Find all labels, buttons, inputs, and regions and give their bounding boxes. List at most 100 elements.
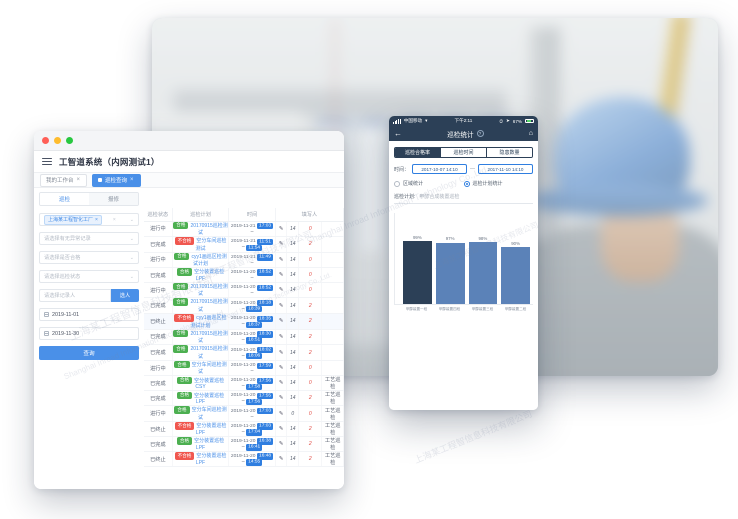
table-row[interactable]: 已终止 不合格 空分装置巡检LPF 2019-11-20 16:48 – 14:55 ✎… [144,451,344,468]
table-row[interactable]: 进行中 合格 cyy1画巡区检测试计划 2019-11-21 11:49 – ✎ 14 0 [144,252,344,269]
tab-pass-rate[interactable]: 巡检合格率 [395,148,441,157]
cell-plan[interactable]: 合格 空分装置巡检LPF [172,436,230,453]
cell-plan[interactable]: 合格 20170915巡检测试 [172,329,230,346]
question-mark-icon[interactable]: ? [476,130,484,137]
phone-plan-select[interactable]: 巡检计划: 甲醇合成装置巡检 [394,193,533,204]
table-row[interactable]: 已完成 合格 20170915巡检测试 2019-11-20 18:30 – 18:5… [144,329,344,346]
plan-link[interactable]: 空分车间巡检测试 [191,362,227,376]
qualified-select[interactable]: 请选择是否合格 ⌄ [39,251,139,264]
cell-plan[interactable]: 合格 空分车间巡检测试 [172,360,230,377]
phone-end-date[interactable]: 2017-11-10 14:10 [478,164,534,174]
segment-repair[interactable]: 报修 [89,193,138,205]
plan-link[interactable]: 空分车间巡检测试 [191,407,227,422]
table-row[interactable]: 已终止 不合格 空分装置巡检LPF 2019-11-20 17:03 – 17:04 ✎… [144,421,344,438]
table-row[interactable]: 已完成 合格 空分装置巡检CSY 2019-11-20 17:56 – 17:58 ✎ 1… [144,375,344,392]
table-row[interactable]: 进行中 合格 空分车间巡检测试 2019-11-20 17:03 – ✎ 0 0 工艺巡检 [144,405,344,423]
plan-link[interactable]: 空分装置巡检LPF [195,423,227,436]
table-row[interactable]: 已完成 合格 20170915巡检测试 2019-11-20 18:18 – 18:3… [144,297,344,315]
pick-person-button[interactable]: 选人 [111,289,139,302]
table-row[interactable]: 已终止 不合格 cyy1画巡区检测试计划 2019-11-20 18:35 – 18:… [144,313,344,330]
start-date-input[interactable]: 2019-11-01 [39,308,139,321]
home-icon[interactable]: ⌂ [528,130,533,137]
plan-link[interactable]: 20170915巡检测试 [190,346,228,360]
cell-status: 进行中 [144,252,173,269]
radio-area-stats[interactable]: 区域统计 [394,180,464,187]
back-arrow-icon[interactable]: ← [394,129,402,138]
abnormal-select[interactable]: 请选择有无异常记录 ⌄ [39,232,139,245]
chevron-down-icon[interactable]: ⌄ [129,216,134,223]
org-select[interactable]: 上海某工程智化工厂 × × ⌄ [39,213,139,226]
end-date-input[interactable]: 2019-11-30 [39,327,139,340]
plan-link[interactable]: 空分装置巡检LPF [194,438,225,451]
radio-icon [394,180,400,187]
chevron-down-icon[interactable]: ⌄ [129,235,134,242]
plan-link[interactable]: 20170915巡检测试 [190,330,228,345]
column-header-time[interactable]: 时间 [228,208,276,222]
column-header-status[interactable]: 巡检状态 [144,208,173,222]
query-button[interactable]: 查询 [39,346,139,360]
cell-plan[interactable]: 合格 空分装置巡检LPF [172,267,230,283]
recorder-input[interactable]: 请选择记录人 [39,289,111,302]
cell-plan[interactable]: 合格 cyy1画巡区检测试计划 [172,252,230,269]
minimize-window-button[interactable] [54,137,61,144]
recorder-row: 请选择记录人 选人 [39,289,139,302]
plan-link[interactable]: 空分装置巡检LPF [195,453,227,466]
cell-plan[interactable]: 不合格 cyy1画巡区检测试计划 [172,313,230,330]
cell-time: 2019-11-20 18:35 – 18:37 [228,313,276,330]
hamburger-menu-icon[interactable] [42,157,52,166]
plan-link[interactable]: 20170915巡检测试 [190,299,228,314]
tab-hazard-count[interactable]: 隐患数量 [487,148,532,157]
results-table-wrapper[interactable]: 巡检状态 巡检计划 时间 填写人 进行中 合格 20170915巡检测试 2019-1… [144,188,344,489]
cell-plan[interactable]: 合格 空分装置巡检LPF [172,390,230,407]
tab-chip-workbench[interactable]: 我的工作台 × [40,173,88,187]
table-row[interactable]: 已完成 合格 空分装置巡检LPF 2019-11-20 16:38 – 16:41 ✎ 1… [144,436,344,453]
cell-plan[interactable]: 不合格 空分车间巡检测试 [172,236,230,253]
table-row[interactable]: 已完成 合格 空分装置巡检LPF 2019-11-20 18:52 – ✎ 14 0 [144,267,344,283]
clear-icon[interactable]: × [112,216,116,223]
cell-plan[interactable]: 合格 20170915巡检测试 [172,344,230,361]
cell-type: 工艺巡检 [321,451,344,468]
plan-link[interactable]: cyy1画巡区检测试计划 [190,315,227,329]
cell-plan[interactable]: 合格 空分车间巡检测试 [172,405,230,423]
plan-link[interactable]: 20170915巡检测试 [190,284,228,298]
cell-count-1: 14 [286,390,300,407]
plan-link[interactable]: 空分车间巡检测试 [195,238,227,252]
cell-plan[interactable]: 合格 20170915巡检测试 [172,282,230,299]
tab-chip-inspection-query[interactable]: 巡检查询 × [92,173,141,187]
cell-plan[interactable]: 合格 20170915巡检测试 [172,221,230,238]
radio-plan-stats[interactable]: 巡检计划统计 [463,180,534,187]
close-icon[interactable]: × [130,177,134,183]
column-header-plan[interactable]: 巡检计划 [172,208,230,222]
maximize-window-button[interactable] [66,137,73,144]
plan-link[interactable]: 20170915巡检测试 [190,222,228,237]
table-row[interactable]: 进行中 合格 20170915巡检测试 2019-11-20 18:52 – ✎ 14 0 [144,282,344,299]
plan-link[interactable]: cyy1画巡区检测试计划 [191,253,227,268]
phone-status-bar: 中国移动 ▾ 下午2:11 ⏱ ➤ 67% [389,116,538,126]
close-icon[interactable]: × [95,216,98,223]
table-row[interactable]: 进行中 合格 空分车间巡检测试 2019-11-20 17:59 – ✎ 14 0 [144,360,344,377]
status-select[interactable]: 请选择巡检状态 ⌄ [39,270,139,283]
cell-time: 2019-11-20 17:03 – [228,405,276,423]
cell-plan[interactable]: 不合格 空分装置巡检LPF [172,421,230,438]
close-window-button[interactable] [42,137,49,144]
table-row[interactable]: 已完成 合格 20170915巡检测试 2019-11-20 18:02 – 18:0… [144,344,344,361]
close-icon[interactable]: × [76,177,81,183]
cell-count-2: 2 [298,436,323,453]
cell-count-2: 0 [298,282,323,299]
plan-link[interactable]: 空分装置巡检CSY [194,377,225,391]
cell-plan[interactable]: 合格 20170915巡检测试 [172,297,230,315]
segment-inspection[interactable]: 巡检 [40,193,89,205]
table-row[interactable]: 已完成 不合格 空分车间巡检测试 2019-11-21 11:51 – 11:54 ✎ 1… [144,236,344,253]
table-row[interactable]: 已完成 合格 空分装置巡检LPF 2019-11-20 17:55 – 17:56 ✎ 1… [144,390,344,407]
tab-inspection-time[interactable]: 巡检时间 [441,148,487,157]
cell-count-2: 2 [298,451,323,468]
plan-link[interactable]: 空分装置巡检LPF [194,392,225,406]
phone-start-date[interactable]: 2017-10-07 14:10 [412,164,468,174]
cell-plan[interactable]: 不合格 空分装置巡检LPF [172,451,230,468]
column-header-writer[interactable]: 填写人 [275,208,344,222]
chevron-down-icon[interactable]: ⌄ [129,273,134,280]
cell-plan[interactable]: 合格 空分装置巡检CSY [172,375,230,392]
table-row[interactable]: 进行中 合格 20170915巡检测试 2019-11-21 17:03 – ✎ 14 0 [144,221,344,238]
plan-link[interactable]: 空分装置巡检LPF [194,269,225,282]
chevron-down-icon[interactable]: ⌄ [129,254,134,261]
